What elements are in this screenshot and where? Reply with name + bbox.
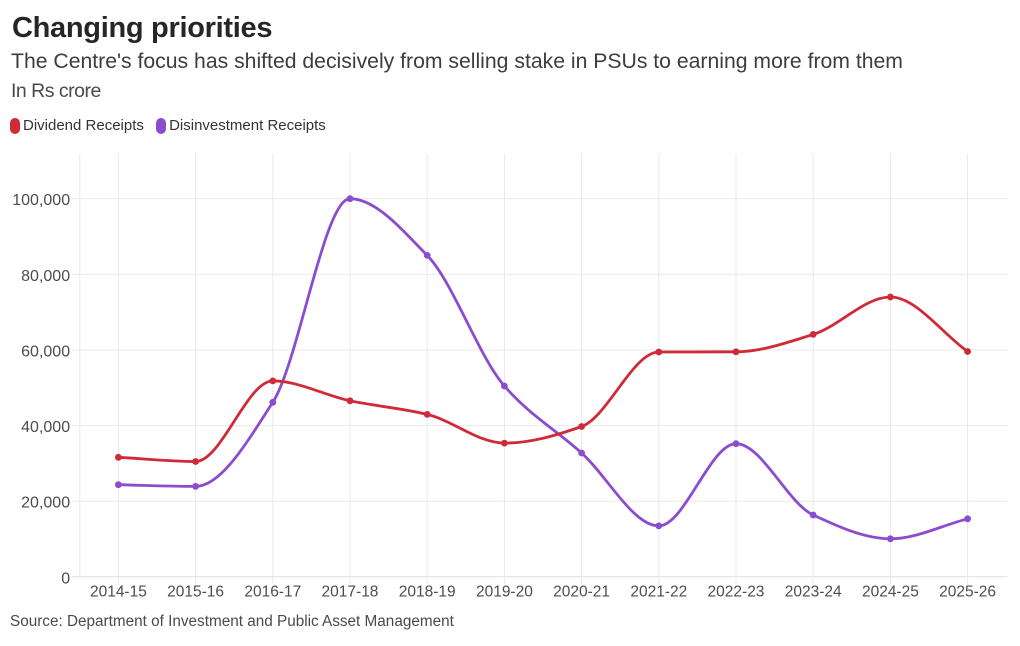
svg-text:2023-24: 2023-24 [785, 584, 842, 601]
svg-text:80,000: 80,000 [21, 268, 70, 285]
svg-text:2021-22: 2021-22 [630, 584, 687, 601]
svg-text:2015-16: 2015-16 [167, 584, 224, 601]
svg-text:0: 0 [61, 570, 70, 587]
svg-text:2018-19: 2018-19 [399, 584, 456, 601]
svg-text:2024-25: 2024-25 [862, 584, 919, 601]
svg-text:2016-17: 2016-17 [244, 584, 301, 601]
svg-text:2025-26: 2025-26 [939, 584, 996, 601]
svg-text:40,000: 40,000 [21, 419, 70, 436]
svg-text:100,000: 100,000 [12, 192, 70, 209]
svg-text:2014-15: 2014-15 [90, 584, 147, 601]
svg-text:60,000: 60,000 [21, 343, 70, 360]
svg-text:2017-18: 2017-18 [322, 584, 379, 601]
svg-text:20,000: 20,000 [21, 495, 70, 512]
svg-text:2019-20: 2019-20 [476, 584, 533, 601]
svg-text:2022-23: 2022-23 [708, 584, 765, 601]
svg-text:2020-21: 2020-21 [553, 584, 610, 601]
